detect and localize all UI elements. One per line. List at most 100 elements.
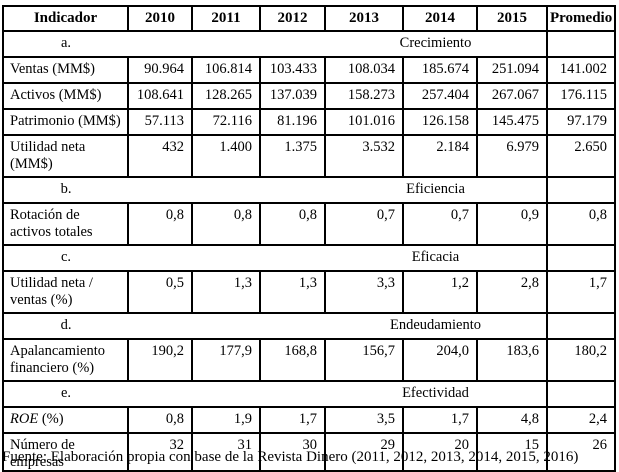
column-header-2015: 2015 xyxy=(476,5,548,32)
section-empty-cell xyxy=(546,176,616,204)
row-label: Activos (MM$) xyxy=(2,82,129,110)
row-label: Utilidad neta (MM$) xyxy=(2,134,129,178)
value-cell: 90.964 xyxy=(127,56,193,84)
value-cell: 251.094 xyxy=(476,56,548,84)
value-cell: 6.979 xyxy=(476,134,548,178)
value-cell: 0,8 xyxy=(191,202,261,246)
value-cell: 57.113 xyxy=(127,108,193,136)
value-cell: 106.814 xyxy=(191,56,261,84)
value-cell: 185.674 xyxy=(402,56,478,84)
table-row-utilidad-neta: Utilidad neta (MM$) 432 1.400 1.375 3.53… xyxy=(2,134,616,178)
value-cell: 2,4 xyxy=(546,406,616,434)
section-letter: e. xyxy=(2,380,128,408)
value-cell: 204,0 xyxy=(402,338,478,382)
value-cell: 158.273 xyxy=(324,82,404,110)
section-empty-cell xyxy=(546,244,616,272)
value-cell: 141.002 xyxy=(546,56,616,84)
row-label: Utilidad neta / ventas (%) xyxy=(2,270,129,314)
section-label: Crecimiento xyxy=(325,30,548,58)
value-cell: 432 xyxy=(127,134,193,178)
value-cell: 2,8 xyxy=(476,270,548,314)
row-label: ROE (%) xyxy=(2,406,129,434)
value-cell: 1,9 xyxy=(191,406,261,434)
section-gap xyxy=(128,312,325,340)
row-label: Rotación de activos totales xyxy=(2,202,129,246)
table-row-utilidad-ventas: Utilidad neta / ventas (%) 0,5 1,3 1,3 3… xyxy=(2,270,616,314)
value-cell: 190,2 xyxy=(127,338,193,382)
value-cell: 145.475 xyxy=(476,108,548,136)
row-label: Apalancamiento financiero (%) xyxy=(2,338,129,382)
value-cell: 81.196 xyxy=(259,108,326,136)
section-label: Eficacia xyxy=(325,244,548,272)
column-header-indicador: Indicador xyxy=(2,5,129,32)
section-row-efectividad: e. Efectividad xyxy=(2,380,616,408)
row-label: Patrimonio (MM$) xyxy=(2,108,129,136)
value-cell: 3.532 xyxy=(324,134,404,178)
value-cell: 126.158 xyxy=(402,108,478,136)
value-cell: 0,8 xyxy=(259,202,326,246)
table-row-activos: Activos (MM$) 108.641 128.265 137.039 15… xyxy=(2,82,616,110)
value-cell: 3,3 xyxy=(324,270,404,314)
section-gap xyxy=(128,30,325,58)
section-letter: a. xyxy=(2,30,128,58)
value-cell: 1,3 xyxy=(259,270,326,314)
value-cell: 0,7 xyxy=(402,202,478,246)
column-header-2012: 2012 xyxy=(259,5,326,32)
value-cell: 108.034 xyxy=(324,56,404,84)
value-cell: 3,5 xyxy=(324,406,404,434)
roe-italic-label: ROE xyxy=(10,411,39,427)
value-cell: 267.067 xyxy=(476,82,548,110)
value-cell: 4,8 xyxy=(476,406,548,434)
value-cell: 103.433 xyxy=(259,56,326,84)
value-cell: 1,2 xyxy=(402,270,478,314)
section-letter: b. xyxy=(2,176,128,204)
value-cell: 0,5 xyxy=(127,270,193,314)
roe-label-rest: (%) xyxy=(38,411,64,427)
value-cell: 0,7 xyxy=(324,202,404,246)
value-cell: 183,6 xyxy=(476,338,548,382)
section-label: Endeudamiento xyxy=(325,312,548,340)
value-cell: 101.016 xyxy=(324,108,404,136)
section-empty-cell xyxy=(546,312,616,340)
table-row-rotacion: Rotación de activos totales 0,8 0,8 0,8 … xyxy=(2,202,616,246)
value-cell: 2.184 xyxy=(402,134,478,178)
section-empty-cell xyxy=(546,380,616,408)
value-cell: 1.375 xyxy=(259,134,326,178)
section-label: Eficiencia xyxy=(325,176,548,204)
value-cell: 1,7 xyxy=(546,270,616,314)
value-cell: 0,8 xyxy=(127,406,193,434)
value-cell: 257.404 xyxy=(402,82,478,110)
value-cell: 108.641 xyxy=(127,82,193,110)
value-cell: 128.265 xyxy=(191,82,261,110)
table-row-roe: ROE (%) 0,8 1,9 1,7 3,5 1,7 4,8 2,4 xyxy=(2,406,616,434)
header-row: Indicador 2010 2011 2012 2013 2014 2015 … xyxy=(2,5,616,32)
column-header-2013: 2013 xyxy=(324,5,404,32)
table-row-apalancamiento: Apalancamiento financiero (%) 190,2 177,… xyxy=(2,338,616,382)
section-label: Efectividad xyxy=(325,380,548,408)
value-cell: 156,7 xyxy=(324,338,404,382)
value-cell: 72.116 xyxy=(191,108,261,136)
value-cell: 1.400 xyxy=(191,134,261,178)
section-row-crecimiento: a. Crecimiento xyxy=(2,30,616,58)
table-row-patrimonio: Patrimonio (MM$) 57.113 72.116 81.196 10… xyxy=(2,108,616,136)
indicators-table: Indicador 2010 2011 2012 2013 2014 2015 … xyxy=(2,5,616,472)
value-cell: 180,2 xyxy=(546,338,616,382)
value-cell: 1,3 xyxy=(191,270,261,314)
value-cell: 0,8 xyxy=(546,202,616,246)
column-header-promedio: Promedio xyxy=(546,5,616,32)
section-gap xyxy=(128,244,325,272)
value-cell: 1,7 xyxy=(402,406,478,434)
value-cell: 2.650 xyxy=(546,134,616,178)
value-cell: 0,8 xyxy=(127,202,193,246)
value-cell: 177,9 xyxy=(191,338,261,382)
row-label: Ventas (MM$) xyxy=(2,56,129,84)
section-empty-cell xyxy=(546,30,616,58)
column-header-2011: 2011 xyxy=(191,5,261,32)
value-cell: 1,7 xyxy=(259,406,326,434)
section-gap xyxy=(128,176,325,204)
section-letter: c. xyxy=(2,244,128,272)
column-header-2014: 2014 xyxy=(402,5,478,32)
table-row-ventas: Ventas (MM$) 90.964 106.814 103.433 108.… xyxy=(2,56,616,84)
value-cell: 168,8 xyxy=(259,338,326,382)
value-cell: 176.115 xyxy=(546,82,616,110)
